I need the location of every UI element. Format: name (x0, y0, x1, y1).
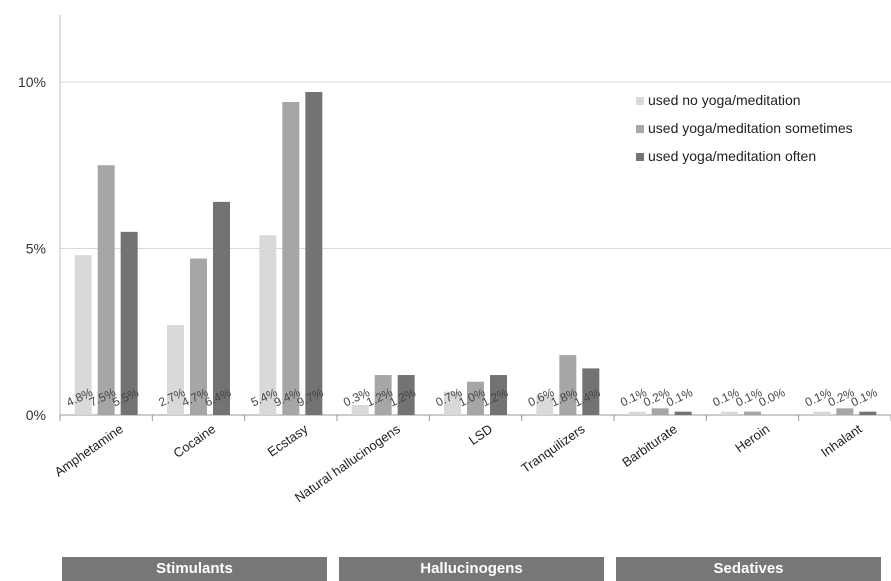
x-tick-label: Amphetamine (52, 421, 126, 479)
bar (259, 235, 277, 415)
bar (305, 91, 323, 416)
category-group-label: Stimulants (62, 557, 327, 581)
bar (167, 325, 184, 415)
x-tick-label: Inhalant (818, 421, 865, 460)
bar (351, 405, 369, 415)
bar (859, 411, 877, 415)
data-label: 0.1% (849, 385, 880, 409)
bar (282, 101, 300, 415)
bar (813, 411, 831, 415)
bar (536, 395, 554, 415)
bar (559, 355, 577, 415)
x-tick-label: Barbiturate (619, 421, 680, 470)
x-tick-label: Heroin (732, 421, 772, 455)
data-label: 0.0% (756, 385, 787, 409)
category-group-label: Sedatives (616, 557, 881, 581)
bar (651, 408, 669, 415)
legend-swatch (636, 153, 644, 161)
data-label: 0.1% (664, 385, 695, 409)
bar (444, 391, 461, 415)
x-tick-label: Cocaine (171, 421, 219, 461)
y-tick-label: 10% (18, 74, 46, 90)
bar (74, 255, 92, 415)
y-tick-label: 5% (26, 241, 46, 257)
category-group-label: Hallucinogens (339, 557, 604, 581)
bar (467, 381, 484, 415)
legend-swatch (636, 97, 644, 105)
legend-label: used no yoga/meditation (648, 92, 801, 108)
bar (397, 375, 415, 415)
legend-label: used yoga/meditation sometimes (648, 120, 853, 136)
x-tick-label: Ecstasy (265, 421, 311, 460)
gridlines (60, 81, 891, 249)
bars (74, 91, 877, 416)
bar (836, 408, 854, 415)
x-tick-label: LSD (466, 421, 495, 448)
legend: used no yoga/meditation used yoga/meditat… (636, 92, 853, 164)
legend-label: used yoga/meditation often (648, 148, 816, 164)
bar (744, 411, 761, 415)
bar (674, 411, 692, 415)
x-tick-label: Tranquilizers (518, 421, 588, 476)
bar (190, 258, 207, 415)
bar (721, 411, 738, 415)
axes: 0% 5% 10% (18, 15, 891, 423)
bar (628, 411, 646, 415)
bar (582, 368, 600, 415)
bar (374, 375, 392, 415)
y-tick-label: 0% (26, 407, 46, 423)
bar (490, 375, 507, 415)
bar (120, 231, 138, 415)
bar (97, 165, 115, 415)
bar (213, 201, 230, 415)
legend-swatch (636, 125, 644, 133)
